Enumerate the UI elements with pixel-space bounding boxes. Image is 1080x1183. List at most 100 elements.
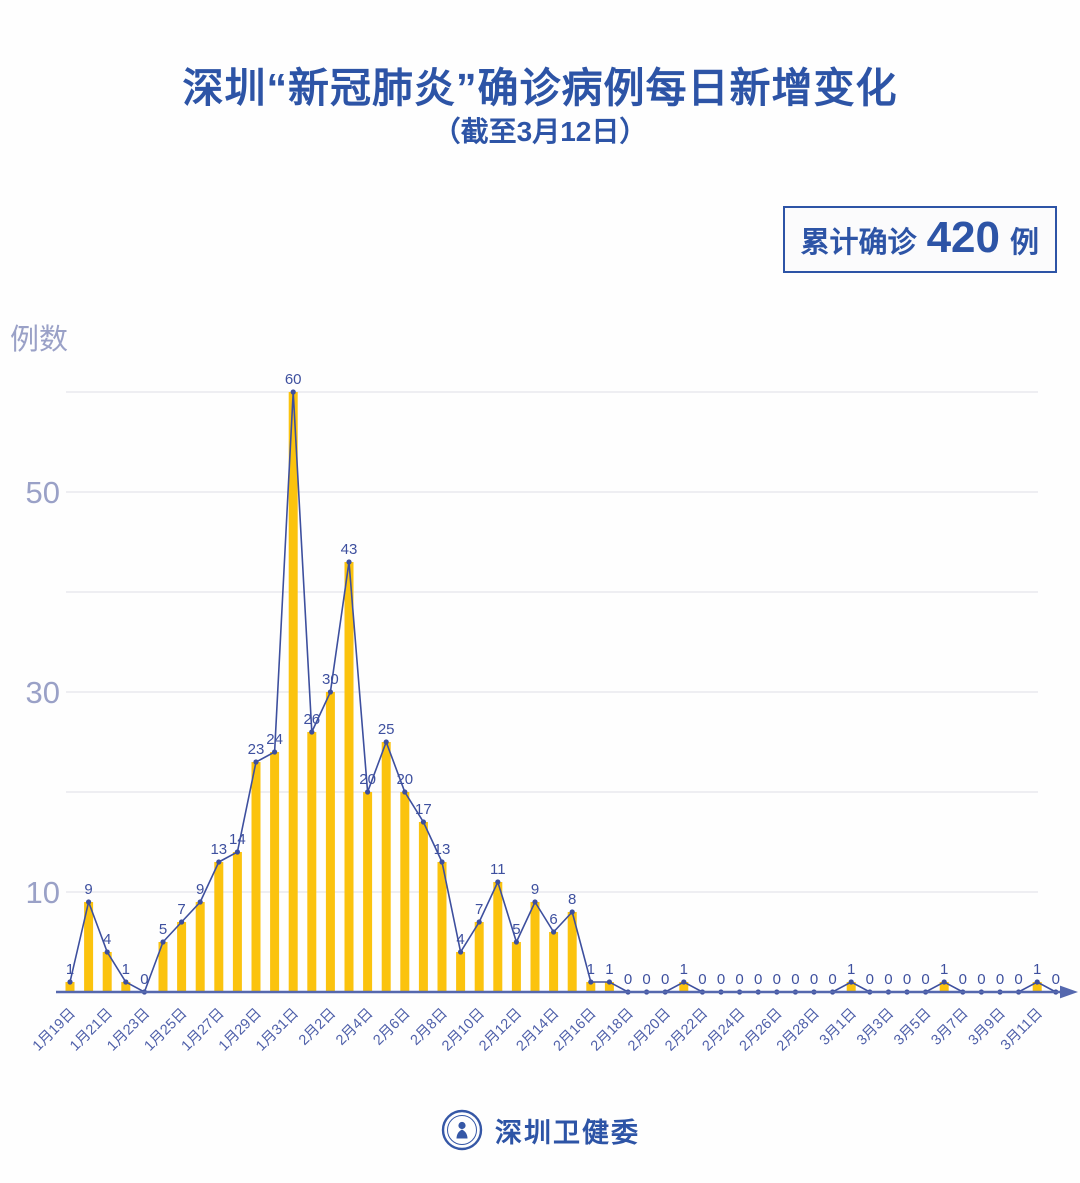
value-label: 0 [140, 971, 148, 988]
value-label: 1 [587, 961, 595, 978]
value-label: 0 [810, 971, 818, 988]
value-label: 20 [396, 771, 413, 788]
value-label: 1 [66, 961, 74, 978]
data-point [309, 729, 315, 735]
value-label: 0 [717, 971, 725, 988]
x-tick-label: 2月4日 [333, 1006, 376, 1049]
bar [65, 982, 75, 992]
value-label: 23 [248, 741, 265, 758]
value-label: 26 [303, 711, 320, 728]
value-label: 0 [959, 971, 967, 988]
data-point [588, 979, 594, 985]
badge-unit: 例 [1009, 227, 1039, 259]
data-point [216, 859, 222, 865]
value-label: 9 [196, 881, 204, 898]
value-label: 9 [531, 881, 539, 898]
bar [177, 922, 187, 992]
value-label: 1 [122, 961, 130, 978]
bar [400, 792, 410, 992]
bar [381, 742, 391, 992]
data-point [160, 939, 166, 945]
bar [344, 562, 354, 992]
bar [437, 862, 447, 992]
value-label: 11 [490, 861, 506, 878]
value-label: 24 [266, 731, 283, 748]
value-label: 0 [921, 971, 929, 988]
data-point [123, 979, 129, 985]
footer: 深圳卫健委 [0, 1108, 1080, 1152]
x-axis-arrow-icon [1060, 985, 1078, 999]
value-label: 0 [661, 971, 669, 988]
value-label: 17 [415, 801, 432, 818]
data-point [569, 909, 575, 915]
bar [474, 922, 484, 992]
bar [121, 982, 131, 992]
data-point [551, 929, 557, 935]
bar [270, 752, 280, 992]
value-label: 0 [884, 971, 892, 988]
value-label: 43 [341, 541, 358, 558]
x-tick-label: 3月7日 [928, 1006, 971, 1049]
bar [214, 862, 224, 992]
data-point [67, 979, 73, 985]
value-label: 14 [229, 831, 246, 848]
value-label: 0 [735, 971, 743, 988]
data-point [941, 979, 947, 985]
data-point [1034, 979, 1040, 985]
value-label: 5 [159, 921, 167, 938]
value-label: 0 [773, 971, 781, 988]
data-point [383, 739, 389, 745]
data-point [606, 979, 613, 985]
bar [325, 692, 335, 992]
cumulative-total-badge: 累计确诊 420 例 [782, 206, 1057, 273]
data-point [346, 559, 352, 565]
data-point [104, 949, 110, 955]
data-point [86, 899, 92, 905]
bar [307, 732, 317, 992]
value-label: 1 [605, 961, 613, 978]
data-point [458, 949, 464, 955]
data-point [420, 819, 426, 825]
value-label: 20 [359, 771, 376, 788]
data-point [848, 979, 854, 985]
value-label: 8 [568, 891, 576, 908]
value-label: 0 [642, 971, 650, 988]
bar [1032, 982, 1042, 992]
value-label: 0 [903, 971, 911, 988]
bar [158, 942, 168, 992]
bar [456, 952, 466, 992]
data-point [272, 749, 278, 755]
value-label: 7 [177, 901, 185, 918]
data-point [290, 389, 296, 395]
value-label: 0 [866, 971, 874, 988]
data-point [197, 899, 203, 905]
value-label: 0 [791, 971, 799, 988]
daily-new-cases-chart: 1030501941057913142324602630432025201713… [26, 371, 1078, 1054]
value-label: 1 [1033, 961, 1041, 978]
value-label: 13 [434, 841, 451, 858]
data-point [513, 939, 520, 945]
data-point [681, 979, 687, 985]
bar [846, 982, 856, 992]
org-logo-icon [441, 1109, 483, 1151]
data-point [495, 879, 501, 885]
page-title: 深圳“新冠肺炎”确诊病例每日新增变化 [182, 65, 898, 111]
value-label: 13 [210, 841, 227, 858]
x-tick-label: 2月2日 [296, 1006, 339, 1049]
bar [567, 912, 577, 992]
bar [84, 902, 94, 992]
value-label: 4 [456, 931, 464, 948]
data-point [476, 919, 482, 925]
x-tick-label: 3月1日 [817, 1006, 860, 1049]
value-label: 4 [103, 931, 111, 948]
data-point [327, 689, 333, 695]
value-label: 0 [698, 971, 706, 988]
x-tick-label: 3月11日 [998, 1006, 1046, 1054]
value-label: 25 [378, 721, 395, 738]
bar [939, 982, 949, 992]
bar [586, 982, 596, 992]
value-label: 1 [680, 961, 688, 978]
page-subtitle: （截至3月12日） [432, 116, 648, 147]
value-label: 0 [1052, 971, 1060, 988]
bar [232, 852, 242, 992]
